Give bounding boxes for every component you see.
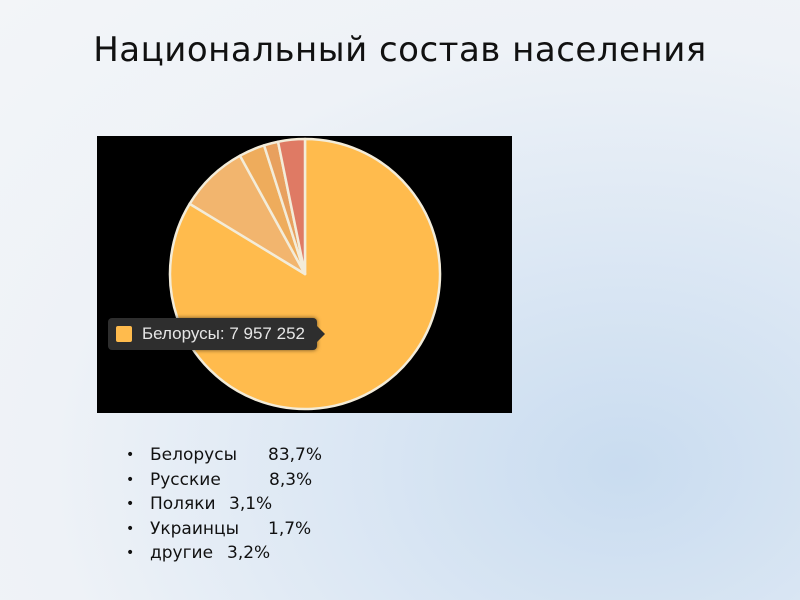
bullet-icon: •	[126, 471, 135, 488]
legend-item-percent: 83,7%	[268, 445, 323, 466]
legend-item: • Украинцы 1,7%	[126, 517, 322, 542]
bullet-icon: •	[126, 447, 135, 464]
slide-title: Национальный состав населения	[93, 30, 707, 70]
legend-item: • Белорусы 83,7%	[126, 443, 322, 468]
pie-chart-panel	[97, 136, 512, 413]
legend-item-name: Украинцы	[150, 518, 239, 539]
legend-item-percent: 8,3%	[269, 469, 313, 490]
legend-item: • другие 3,2%	[126, 541, 322, 566]
legend-item: • Поляки 3,1%	[126, 492, 322, 517]
bullet-icon: •	[126, 496, 135, 513]
pie-chart	[168, 137, 442, 411]
legend-list: • Белорусы 83,7% • Русские 8,3% • Поляки…	[126, 443, 322, 566]
legend-item-name: Поляки	[150, 494, 216, 515]
pie-slice-5[interactable]	[276, 137, 307, 276]
legend-item-name: Русские	[150, 469, 221, 490]
bullet-icon: •	[126, 545, 135, 562]
legend-item: • Русские 8,3%	[126, 468, 322, 493]
tooltip-label: Белорусы: 7 957 252	[142, 324, 305, 343]
legend-item-percent: 3,2%	[227, 543, 271, 564]
legend-item-percent: 1,7%	[268, 518, 312, 539]
legend-item-name: Белорусы	[150, 445, 238, 466]
chart-tooltip: Белорусы: 7 957 252	[108, 318, 325, 350]
bullet-icon: •	[126, 520, 135, 537]
tooltip-swatch	[116, 326, 132, 342]
legend-item-percent: 3,1%	[229, 494, 273, 515]
legend-item-name: другие	[150, 543, 214, 564]
